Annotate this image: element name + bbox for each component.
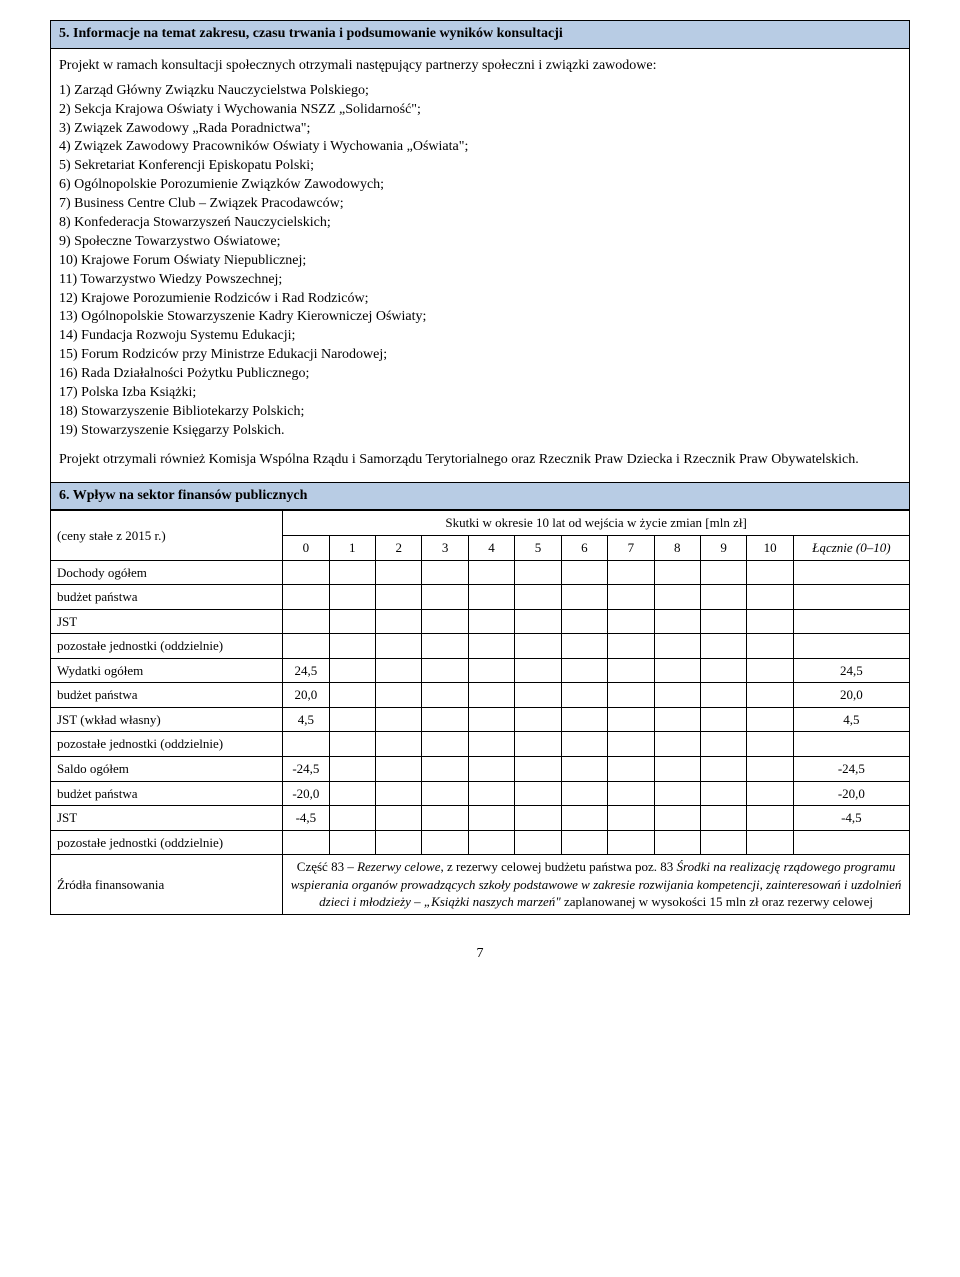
- list-item: 13) Ogólnopolskie Stowarzyszenie Kadry K…: [59, 308, 901, 327]
- row-label: JST: [51, 806, 283, 831]
- year-header: 6: [561, 536, 607, 561]
- list-item: 4) Związek Zawodowy Pracowników Oświaty …: [59, 138, 901, 157]
- page-number: 7: [50, 945, 910, 964]
- section-5-body: Projekt w ramach konsultacji społecznych…: [50, 49, 910, 483]
- effects-label: Skutki w okresie 10 lat od wejścia w życ…: [283, 511, 910, 536]
- table-row: JST: [51, 609, 910, 634]
- list-item: 2) Sekcja Krajowa Oświaty i Wychowania N…: [59, 101, 901, 120]
- row-label: budżet państwa: [51, 683, 283, 708]
- year-header: 2: [376, 536, 422, 561]
- cell: -4,5: [793, 806, 909, 831]
- table-row: Saldo ogółem -24,5 -24,5: [51, 756, 910, 781]
- table-row: budżet państwa -20,0 -20,0: [51, 781, 910, 806]
- list-item: 15) Forum Rodziców przy Ministrze Edukac…: [59, 346, 901, 365]
- cell: [283, 585, 329, 610]
- section-5-intro: Projekt w ramach konsultacji społecznych…: [59, 57, 901, 76]
- year-header: 1: [329, 536, 375, 561]
- year-header: 8: [654, 536, 700, 561]
- table-row: Dochody ogółem: [51, 560, 910, 585]
- cell: 4,5: [793, 707, 909, 732]
- list-item: 14) Fundacja Rozwoju Systemu Edukacji;: [59, 327, 901, 346]
- list-item: 19) Stowarzyszenie Księgarzy Polskich.: [59, 422, 901, 441]
- partners-list: 1) Zarząd Główny Związku Nauczycielstwa …: [59, 82, 901, 441]
- list-item: 10) Krajowe Forum Oświaty Niepublicznej;: [59, 252, 901, 271]
- list-item: 16) Rada Działalności Pożytku Publiczneg…: [59, 365, 901, 384]
- list-item: 12) Krajowe Porozumienie Rodziców i Rad …: [59, 290, 901, 309]
- year-header: 4: [468, 536, 514, 561]
- row-label: pozostałe jednostki (oddzielnie): [51, 830, 283, 855]
- cell: 20,0: [793, 683, 909, 708]
- table-row: (ceny stałe z 2015 r.) Skutki w okresie …: [51, 511, 910, 536]
- list-item: 8) Konfederacja Stowarzyszeń Nauczyciels…: [59, 214, 901, 233]
- cell: [283, 634, 329, 659]
- table-row: budżet państwa: [51, 585, 910, 610]
- prices-label: (ceny stałe z 2015 r.): [51, 511, 283, 560]
- sources-row: Źródła finansowania Część 83 – Rezerwy c…: [51, 855, 910, 915]
- year-header: 0: [283, 536, 329, 561]
- year-header: 10: [747, 536, 793, 561]
- row-label: budżet państwa: [51, 585, 283, 610]
- list-item: 7) Business Centre Club – Związek Pracod…: [59, 195, 901, 214]
- cell: [793, 609, 909, 634]
- cell: 20,0: [283, 683, 329, 708]
- cell: 24,5: [793, 658, 909, 683]
- cell: -4,5: [283, 806, 329, 831]
- section-5-header: 5. Informacje na temat zakresu, czasu tr…: [50, 20, 910, 49]
- section-5-outro: Projekt otrzymali również Komisja Wspóln…: [59, 451, 901, 470]
- cell: [283, 830, 329, 855]
- list-item: 1) Zarząd Główny Związku Nauczycielstwa …: [59, 82, 901, 101]
- cell: [793, 634, 909, 659]
- row-label: pozostałe jednostki (oddzielnie): [51, 732, 283, 757]
- list-item: 18) Stowarzyszenie Bibliotekarzy Polskic…: [59, 403, 901, 422]
- list-item: 5) Sekretariat Konferencji Episkopatu Po…: [59, 157, 901, 176]
- list-item: 9) Społeczne Towarzystwo Oświatowe;: [59, 233, 901, 252]
- table-row: Wydatki ogółem 24,5 24,5: [51, 658, 910, 683]
- sources-text: Część 83 – Rezerwy celowe, z rezerwy cel…: [283, 855, 910, 915]
- finance-table: (ceny stałe z 2015 r.) Skutki w okresie …: [50, 510, 910, 914]
- row-label: pozostałe jednostki (oddzielnie): [51, 634, 283, 659]
- cell: [793, 732, 909, 757]
- list-item: 11) Towarzystwo Wiedzy Powszechnej;: [59, 271, 901, 290]
- row-label: JST (wkład własny): [51, 707, 283, 732]
- year-header: 3: [422, 536, 468, 561]
- cell: -24,5: [793, 756, 909, 781]
- row-label: Wydatki ogółem: [51, 658, 283, 683]
- cell: [283, 732, 329, 757]
- year-header: 9: [700, 536, 746, 561]
- table-row: budżet państwa 20,0 20,0: [51, 683, 910, 708]
- cell: [793, 830, 909, 855]
- total-header: Łącznie (0–10): [793, 536, 909, 561]
- cell: [283, 609, 329, 634]
- section-6-header: 6. Wpływ na sektor finansów publicznych: [50, 483, 910, 511]
- list-item: 17) Polska Izba Książki;: [59, 384, 901, 403]
- year-header: 5: [515, 536, 561, 561]
- cell: 4,5: [283, 707, 329, 732]
- table-row: pozostałe jednostki (oddzielnie): [51, 732, 910, 757]
- cell: -20,0: [283, 781, 329, 806]
- table-row: JST (wkład własny) 4,5 4,5: [51, 707, 910, 732]
- list-item: 3) Związek Zawodowy „Rada Poradnictwa";: [59, 120, 901, 139]
- list-item: 6) Ogólnopolskie Porozumienie Związków Z…: [59, 176, 901, 195]
- cell: [793, 560, 909, 585]
- table-row: pozostałe jednostki (oddzielnie): [51, 634, 910, 659]
- cell: -24,5: [283, 756, 329, 781]
- row-label: Saldo ogółem: [51, 756, 283, 781]
- table-row: JST -4,5 -4,5: [51, 806, 910, 831]
- cell: [793, 585, 909, 610]
- cell: 24,5: [283, 658, 329, 683]
- cell: [283, 560, 329, 585]
- table-row: pozostałe jednostki (oddzielnie): [51, 830, 910, 855]
- row-label: budżet państwa: [51, 781, 283, 806]
- year-header: 7: [608, 536, 654, 561]
- cell: -20,0: [793, 781, 909, 806]
- row-label: Dochody ogółem: [51, 560, 283, 585]
- sources-label: Źródła finansowania: [51, 855, 283, 915]
- row-label: JST: [51, 609, 283, 634]
